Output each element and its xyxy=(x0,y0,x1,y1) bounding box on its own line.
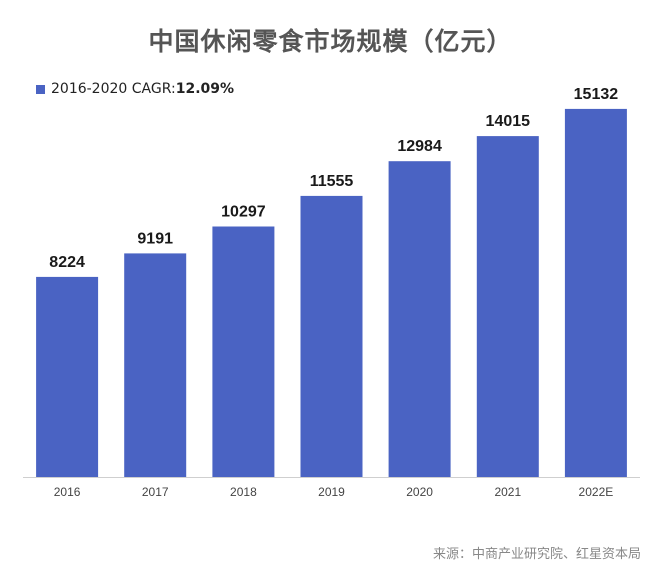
bar-2018 xyxy=(212,226,275,477)
legend-cagr-value: 12.09% xyxy=(175,81,235,97)
x-tick-label-2016: 2016 xyxy=(54,485,81,499)
x-tick-label-2022E: 2022E xyxy=(579,485,614,499)
bar-2022E xyxy=(564,108,627,478)
source-note: 来源：中商产业研究院、红星资本局 xyxy=(432,547,641,562)
chart-title: 中国休闲零食市场规模（亿元） xyxy=(148,27,513,56)
data-label-2016: 8224 xyxy=(49,254,85,271)
data-label-2021: 14015 xyxy=(486,113,531,130)
data-label-2017: 9191 xyxy=(137,230,173,247)
x-tick-label-2018: 2018 xyxy=(230,485,257,499)
bar-2016 xyxy=(36,276,99,477)
data-label-2018: 10297 xyxy=(221,204,266,221)
data-label-2020: 12984 xyxy=(397,138,442,155)
data-label-2019: 11555 xyxy=(310,173,354,190)
data-label-2022E: 15132 xyxy=(574,86,619,103)
legend-swatch xyxy=(36,84,45,94)
bars-layer xyxy=(36,108,627,478)
bar-2019 xyxy=(300,195,363,477)
bar-2017 xyxy=(124,253,187,477)
x-tick-label-2017: 2017 xyxy=(142,485,169,499)
legend-label: 2016-2020 CAGR: xyxy=(51,81,176,97)
bar-2021 xyxy=(476,136,539,477)
data-labels: 8224 9191 10297 11555 12984 14015 15132 xyxy=(49,86,618,271)
x-tick-label-2021: 2021 xyxy=(494,485,521,499)
x-tick-labels: 2016 2017 2018 2019 2020 2021 2022E xyxy=(54,485,614,499)
bar-2020 xyxy=(388,161,451,477)
x-tick-label-2020: 2020 xyxy=(406,485,433,499)
x-tick-label-2019: 2019 xyxy=(318,485,345,499)
legend: 2016-2020 CAGR: 12.09% xyxy=(36,81,234,97)
